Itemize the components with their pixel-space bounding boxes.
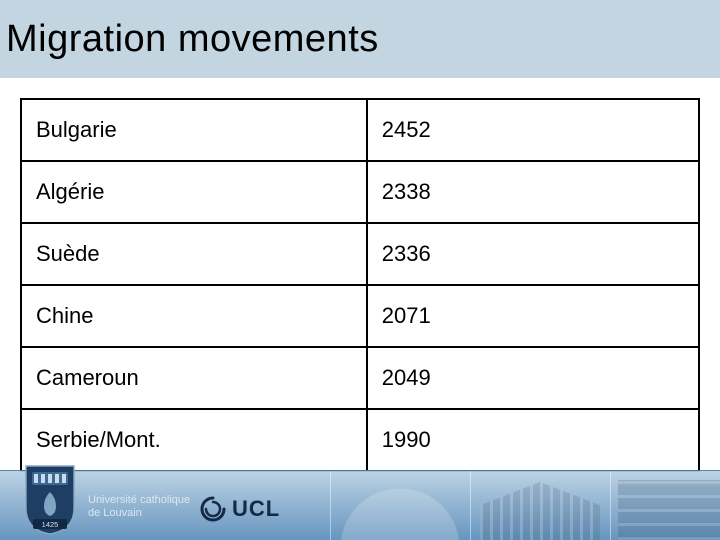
building-silhouette	[340, 488, 460, 540]
table-row: Serbie/Mont. 1990	[21, 409, 699, 471]
ucl-logo: UCL	[200, 496, 280, 522]
country-cell: Serbie/Mont.	[21, 409, 367, 471]
ucl-wordmark: UCL	[232, 496, 280, 522]
table-row: Bulgarie 2452	[21, 99, 699, 161]
table-row: Algérie 2338	[21, 161, 699, 223]
university-name-line1: Université catholique	[88, 494, 190, 507]
building-silhouette	[618, 480, 720, 540]
country-cell: Cameroun	[21, 347, 367, 409]
table-row: Cameroun 2049	[21, 347, 699, 409]
value-cell: 2336	[367, 223, 699, 285]
ucl-swirl-icon	[200, 496, 226, 522]
value-cell: 2452	[367, 99, 699, 161]
university-name-line2: de Louvain	[88, 507, 190, 520]
footer-separator	[610, 471, 611, 540]
university-name: Université catholique de Louvain	[88, 494, 190, 520]
table-row: Chine 2071	[21, 285, 699, 347]
value-cell: 2071	[367, 285, 699, 347]
value-cell: 1990	[367, 409, 699, 471]
country-cell: Suède	[21, 223, 367, 285]
country-cell: Bulgarie	[21, 99, 367, 161]
migration-table: Bulgarie 2452 Algérie 2338 Suède 2336 Ch…	[20, 98, 700, 472]
footer-separator	[470, 471, 471, 540]
ucl-crest-icon: 1425	[22, 464, 78, 536]
value-cell: 2049	[367, 347, 699, 409]
slide: Migration movements Bulgarie 2452 Algéri…	[0, 0, 720, 540]
crest-year: 1425	[42, 520, 59, 529]
footer-separator	[330, 471, 331, 540]
migration-table-wrap: Bulgarie 2452 Algérie 2338 Suède 2336 Ch…	[20, 98, 700, 472]
table-row: Suède 2336	[21, 223, 699, 285]
building-silhouette	[480, 482, 600, 540]
value-cell: 2338	[367, 161, 699, 223]
country-cell: Chine	[21, 285, 367, 347]
country-cell: Algérie	[21, 161, 367, 223]
title-bar: Migration movements	[0, 0, 720, 78]
page-title: Migration movements	[6, 18, 379, 61]
